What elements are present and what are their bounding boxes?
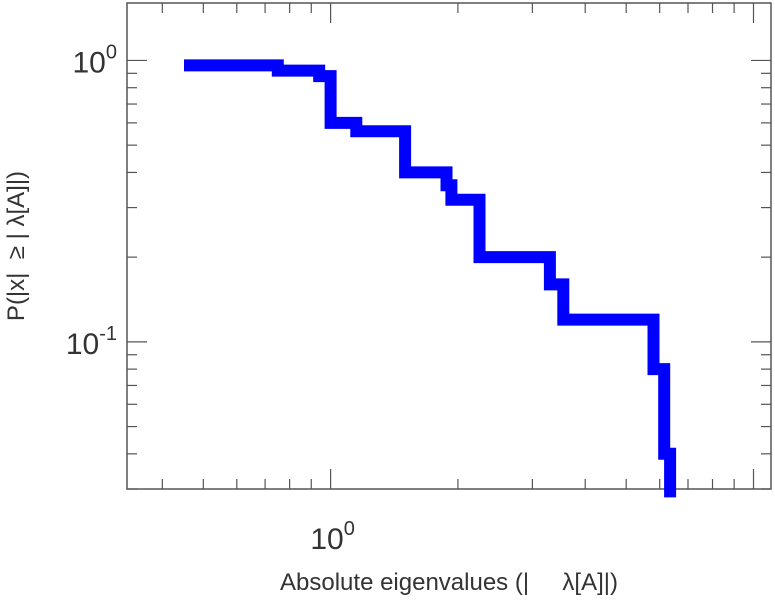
plot-frame — [126, 2, 772, 490]
y-tick-label: 10-1 — [66, 323, 117, 361]
axis-ticks — [127, 3, 771, 490]
x-tick-label: 100 — [310, 518, 355, 556]
series-line — [184, 59, 677, 498]
y-tick-label: 100 — [73, 41, 118, 79]
y-axis-label: P(|x| ≥ | λ[A]|) — [3, 171, 30, 321]
x-axis-label: Absolute eigenvalues (| λ[A]|) — [280, 569, 618, 596]
axis-tick-labels: 100 10-1 100 — [66, 41, 355, 556]
